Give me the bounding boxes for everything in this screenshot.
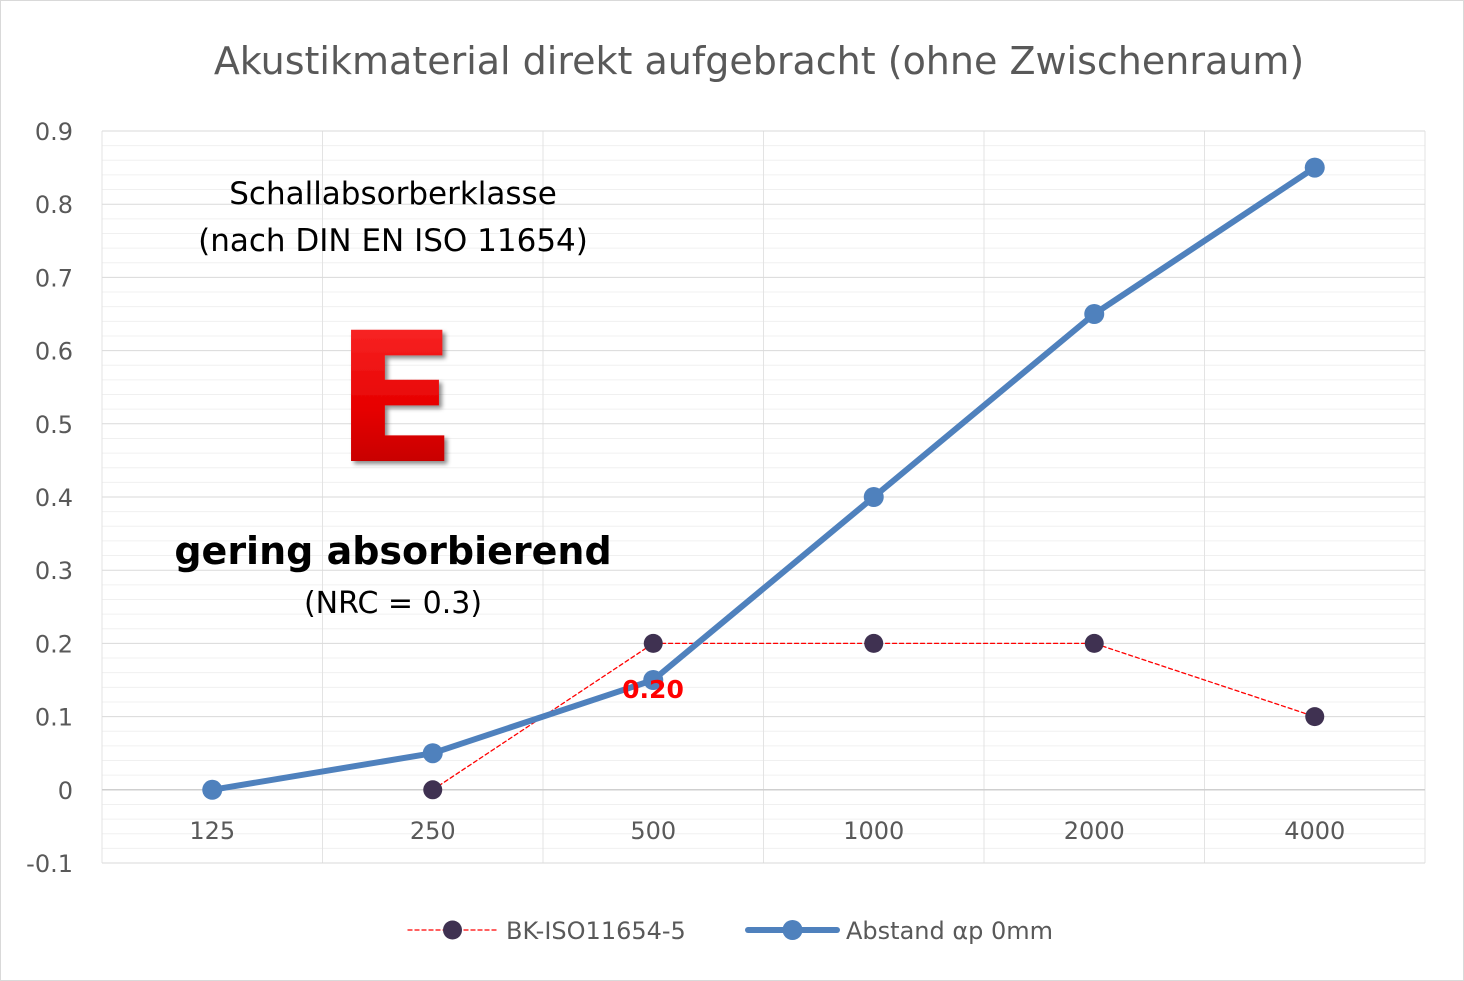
y-tick-label: 0.1 bbox=[35, 704, 73, 732]
series-0 bbox=[423, 633, 1325, 800]
data-point bbox=[643, 670, 664, 690]
data-point bbox=[423, 780, 443, 800]
series-1 bbox=[202, 157, 1325, 800]
data-point bbox=[422, 743, 443, 764]
legend-item-0: BK-ISO11654-5 bbox=[407, 917, 686, 945]
x-tick-label: 4000 bbox=[1284, 817, 1345, 845]
class-annotation: Schallabsorberklasse (nach DIN EN ISO 11… bbox=[174, 176, 611, 621]
data-point bbox=[864, 633, 884, 653]
y-tick-label: 0 bbox=[58, 777, 73, 805]
class-description: gering absorbierend bbox=[174, 529, 611, 573]
y-tick-label: 0.2 bbox=[35, 630, 73, 658]
data-point bbox=[643, 633, 663, 653]
data-point bbox=[863, 487, 884, 507]
y-tick-label: 0.7 bbox=[35, 264, 73, 292]
x-axis: 125 250 500 1000 2000 4000 bbox=[189, 817, 1345, 845]
y-tick-label: 0.3 bbox=[35, 557, 73, 585]
series-line bbox=[209, 164, 1318, 793]
legend-label: Abstand αp 0mm bbox=[846, 917, 1053, 945]
class-heading-line2: (nach DIN EN ISO 11654) bbox=[198, 223, 588, 259]
legend-marker bbox=[782, 920, 803, 940]
x-tick-label: 2000 bbox=[1064, 817, 1125, 845]
x-tick-label: 500 bbox=[630, 817, 676, 845]
y-tick-label: 0.4 bbox=[35, 484, 73, 512]
chart-title: Akustikmaterial direkt aufgebracht (ohne… bbox=[214, 39, 1304, 83]
class-heading-line1: Schallabsorberklasse bbox=[229, 176, 557, 212]
data-point bbox=[1305, 707, 1325, 727]
y-tick-label: 0.9 bbox=[35, 118, 73, 146]
x-tick-label: 250 bbox=[410, 817, 456, 845]
y-axis: -0.1 0 0.1 0.2 0.3 0.4 0.5 0.6 0.7 0.8 0.9 bbox=[26, 118, 73, 878]
series-group bbox=[202, 157, 1325, 800]
y-tick-label: 0.5 bbox=[35, 411, 73, 439]
data-point bbox=[1304, 157, 1325, 178]
data-point bbox=[1084, 633, 1104, 653]
class-letter: E bbox=[335, 295, 458, 504]
x-tick-label: 125 bbox=[189, 817, 235, 845]
y-tick-label: 0.8 bbox=[35, 191, 73, 219]
x-tick-label: 1000 bbox=[843, 817, 904, 845]
data-point bbox=[1084, 304, 1105, 324]
legend-marker bbox=[443, 920, 462, 940]
data-point bbox=[202, 779, 223, 800]
y-tick-label: -0.1 bbox=[26, 850, 73, 878]
point-label-500: 0.20 bbox=[622, 675, 684, 704]
legend-item-1: Abstand αp 0mm bbox=[745, 917, 1053, 945]
legend: BK-ISO11654-5 Abstand αp 0mm bbox=[407, 917, 1053, 945]
legend-label: BK-ISO11654-5 bbox=[506, 917, 686, 945]
nrc-text: (NRC = 0.3) bbox=[304, 586, 482, 621]
y-tick-label: 0.6 bbox=[35, 338, 73, 366]
